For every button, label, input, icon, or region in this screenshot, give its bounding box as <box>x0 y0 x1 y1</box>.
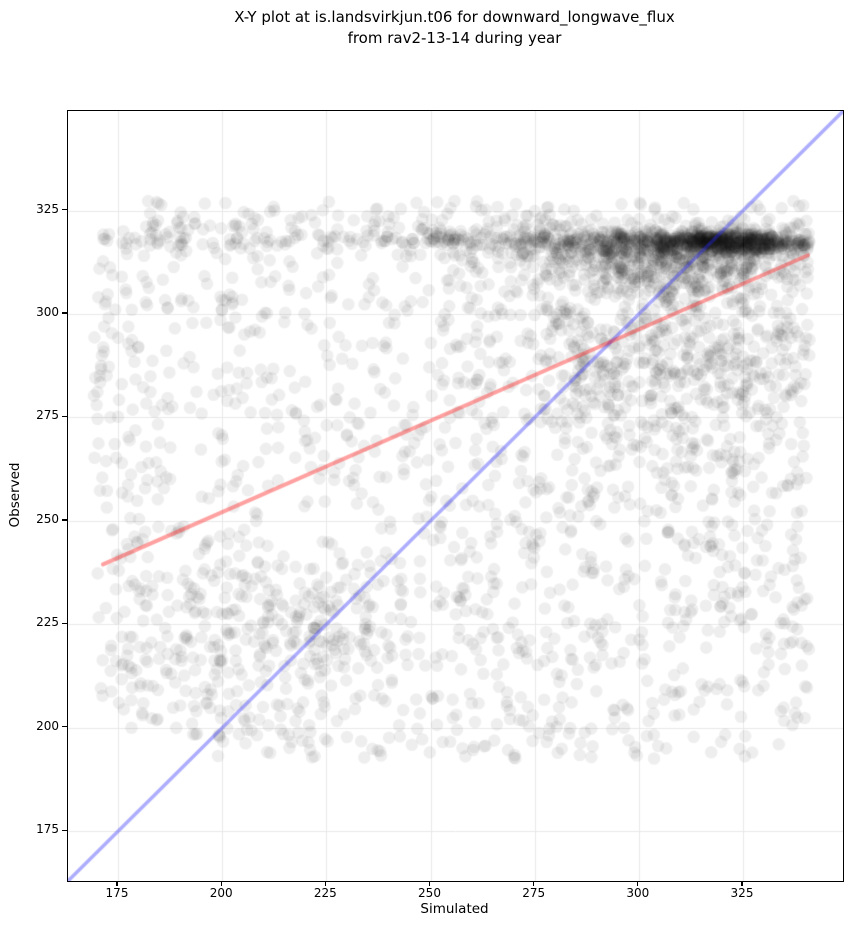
y-tick-label: 225 <box>36 615 59 630</box>
y-tick-label: 250 <box>36 511 59 526</box>
y-tick-label: 275 <box>36 408 59 423</box>
y-tick-mark <box>62 726 67 728</box>
y-tick-mark <box>62 519 67 521</box>
x-tick-mark <box>116 881 118 886</box>
y-tick-mark <box>62 622 67 624</box>
y-tick-label: 175 <box>36 822 59 837</box>
x-tick-mark <box>741 881 743 886</box>
x-tick-mark <box>533 881 535 886</box>
x-tick-label: 200 <box>209 886 233 900</box>
x-tick-label: 325 <box>730 886 754 900</box>
x-tick-label: 250 <box>418 886 441 900</box>
x-tick-mark <box>637 881 639 886</box>
chart-title: X-Y plot at is.landsvirkjun.t06 for down… <box>67 7 842 49</box>
y-tick-label: 200 <box>36 718 59 733</box>
y-axis-label: Observed <box>7 462 23 528</box>
y-tick-label: 325 <box>36 201 59 216</box>
plot-area <box>67 110 844 882</box>
y-tick-mark <box>62 829 67 831</box>
y-tick-mark <box>62 415 67 418</box>
chart-title-line1: X-Y plot at is.landsvirkjun.t06 for down… <box>234 8 675 26</box>
x-tick-label: 175 <box>105 886 129 900</box>
y-tick-mark <box>62 312 67 314</box>
x-tick-label: 275 <box>522 886 546 900</box>
scatter-canvas <box>68 111 843 881</box>
x-tick-mark <box>324 881 326 886</box>
x-tick-label: 300 <box>626 886 650 900</box>
x-tick-mark <box>428 881 431 886</box>
y-tick-label: 300 <box>36 305 59 319</box>
x-tick-mark <box>220 881 222 886</box>
y-tick-mark <box>62 208 67 211</box>
x-tick-label: 225 <box>313 886 337 900</box>
x-axis-label: Simulated <box>420 901 489 917</box>
chart-title-line2: from rav2-13-14 during year <box>347 29 562 47</box>
